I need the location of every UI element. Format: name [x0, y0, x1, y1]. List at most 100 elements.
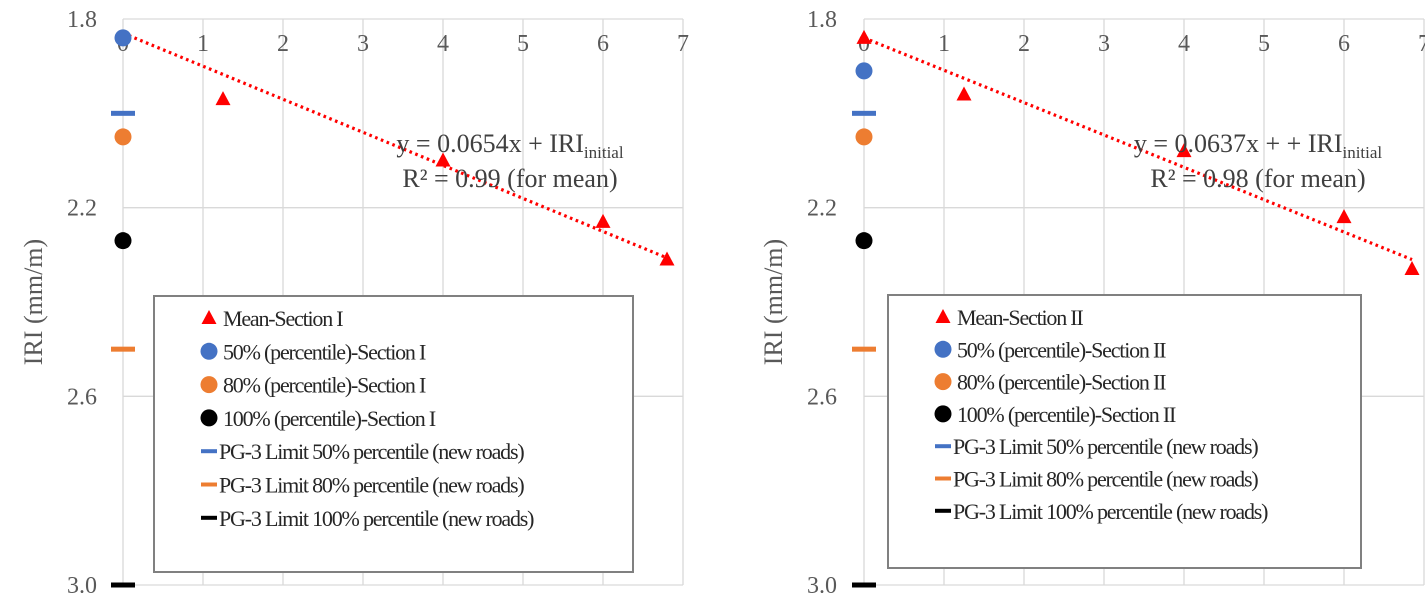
legend-label: Mean-Section I: [223, 306, 343, 331]
legend-item: Mean-Section II: [935, 305, 1085, 330]
series-3: [855, 232, 873, 250]
r-squared: R² = 0.98 (for mean): [1150, 164, 1365, 193]
circle-marker: [114, 232, 132, 250]
equation-text: y = 0.0637x + + IRI: [1134, 129, 1343, 158]
x-tick-label: 1: [938, 31, 950, 57]
x-tick-label: 4: [437, 31, 449, 57]
circle-marker: [855, 62, 873, 80]
legend-dash-marker: [201, 482, 217, 487]
legend: Mean-Section I 50% (percentile)-Section I…: [153, 295, 634, 573]
equation-subscript: initial: [1342, 143, 1382, 162]
x-tick-label: 6: [1338, 31, 1350, 57]
triangle-marker: [1404, 260, 1420, 275]
legend-label: 80% (percentile)-Section II: [957, 370, 1166, 395]
dash-marker: [111, 582, 135, 588]
legend-item: PG-3 Limit 50% percentile (new roads): [935, 434, 1260, 459]
series-6: [852, 582, 876, 588]
triangle-marker: [1336, 209, 1352, 224]
legend-label: 100% (percentile)-Section I: [223, 406, 436, 431]
triangle-marker: [956, 86, 972, 101]
x-tick-label: 5: [517, 31, 529, 57]
legend-label: 50% (percentile)-Section II: [957, 337, 1166, 362]
x-tick-label: 3: [1098, 31, 1110, 57]
legend-label: PG-3 Limit 100% percentile (new roads): [953, 499, 1268, 524]
x-tick-label: 2: [1018, 31, 1030, 57]
dash-marker: [852, 110, 876, 116]
y-tick-label: 2.2: [807, 196, 837, 222]
circle-marker: [934, 340, 952, 358]
triangle-marker: [856, 29, 872, 44]
series-5: [111, 346, 135, 352]
series-1: [114, 29, 132, 47]
x-tick-label: 2: [277, 31, 289, 57]
y-tick-label: 3.0: [67, 573, 97, 599]
series-1: [855, 62, 873, 80]
legend-item: PG-3 Limit 80% percentile (new roads): [935, 467, 1260, 492]
legend-label: 80% (percentile)-Section I: [223, 373, 426, 398]
chart-section-i: Years in-serviceIRI (mm/m)012345671.82.2…: [19, 0, 689, 599]
dash-marker: [111, 346, 135, 352]
y-axis-title: IRI (mm/m): [19, 239, 48, 365]
legend-label: PG-3 Limit 100% percentile (new roads): [219, 506, 534, 531]
trendline-equation: y = 0.0654x + IRIinitial: [396, 129, 623, 162]
trendline-equation: y = 0.0637x + + IRIinitial: [1134, 129, 1383, 162]
series-3: [114, 232, 132, 250]
legend-dash-marker: [935, 508, 951, 513]
legend-item: 50% (percentile)-Section I: [200, 339, 427, 364]
legend-item: 100% (percentile)-Section I: [200, 406, 437, 431]
circle-marker: [200, 409, 218, 427]
legend-box: [887, 294, 1362, 569]
legend-item: 80% (percentile)-Section I: [200, 373, 427, 398]
legend: Mean-Section II 50% (percentile)-Section …: [887, 294, 1362, 569]
legend-label: Mean-Section II: [957, 305, 1083, 330]
x-tick-label: 6: [597, 31, 609, 57]
legend-dash-marker: [935, 476, 951, 481]
series-0: [215, 91, 675, 266]
series-4: [852, 110, 876, 116]
circle-marker: [934, 405, 952, 423]
series-6: [111, 582, 135, 588]
series-2: [114, 128, 132, 146]
dash-marker: [852, 346, 876, 352]
y-tick-label: 1.8: [807, 7, 837, 33]
equation-subscript: initial: [584, 143, 624, 162]
legend-label: PG-3 Limit 80% percentile (new roads): [953, 467, 1258, 492]
circle-marker: [934, 373, 952, 391]
x-axis-title: Years in-service: [319, 0, 486, 3]
r-squared: R² = 0.99 (for mean): [402, 164, 617, 193]
triangle-marker: [215, 91, 231, 106]
series-2: [855, 128, 873, 146]
x-tick-label: 7: [677, 31, 689, 57]
circle-marker: [855, 128, 873, 146]
circle-marker: [200, 376, 218, 394]
legend-box: [153, 295, 634, 573]
legend-item: PG-3 Limit 80% percentile (new roads): [201, 473, 526, 498]
legend-label: PG-3 Limit 50% percentile (new roads): [953, 434, 1258, 459]
legend-item: Mean-Section I: [201, 306, 345, 331]
data-points: [111, 29, 675, 588]
circle-marker: [114, 29, 132, 47]
legend-item: 100% (percentile)-Section II: [934, 402, 1177, 427]
dash-marker: [852, 582, 876, 588]
y-tick-label: 2.6: [807, 384, 837, 410]
legend-dash-marker: [201, 515, 217, 520]
dash-marker: [111, 110, 135, 116]
x-tick-label: 5: [1258, 31, 1270, 57]
legend-label: 50% (percentile)-Section I: [223, 339, 426, 364]
x-tick-label: 3: [357, 31, 369, 57]
legend-item: 50% (percentile)-Section II: [934, 337, 1167, 362]
y-axis-title: IRI (mm/m): [759, 239, 788, 365]
x-axis-title: Years in-service: [1060, 0, 1227, 3]
legend-dash-marker: [935, 444, 951, 449]
triangle-marker: [201, 310, 217, 324]
circle-marker: [200, 342, 218, 360]
legend-item: PG-3 Limit 100% percentile (new roads): [935, 499, 1269, 524]
chart-section-ii: Years in-serviceIRI (mm/m)012345671.82.2…: [759, 0, 1425, 599]
y-tick-label: 1.8: [67, 7, 97, 33]
legend-item: PG-3 Limit 100% percentile (new roads): [201, 506, 535, 531]
legend-item: PG-3 Limit 50% percentile (new roads): [201, 439, 526, 464]
triangle-marker: [935, 309, 951, 323]
x-tick-label: 1: [197, 31, 209, 57]
equation-text: y = 0.0654x + IRI: [396, 129, 583, 158]
